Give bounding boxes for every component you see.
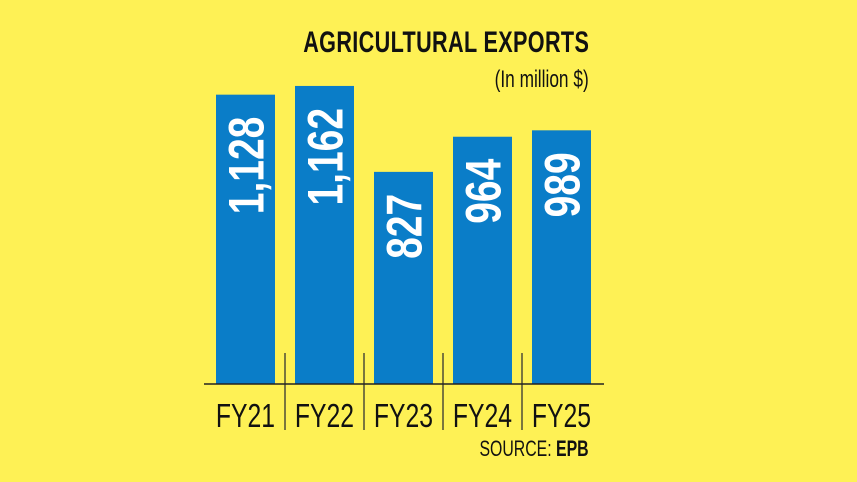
value-label-fy25: 989: [534, 152, 591, 217]
value-label-fy23: 827: [376, 194, 433, 259]
source-note: SOURCE: EPB: [480, 436, 589, 462]
bar-fy25: [532, 130, 591, 384]
bar-fy22: [295, 85, 354, 385]
source-label: SOURCE:: [479, 436, 553, 461]
x-tick-label-fy23: FY23: [374, 399, 433, 435]
bar-fy21: [216, 94, 275, 384]
value-label-fy22: 1,162: [297, 108, 354, 206]
bar-fy23: [374, 171, 433, 384]
source-name: EPB: [556, 436, 589, 461]
value-label-fy24: 964: [455, 159, 512, 224]
chart-title: AGRICULTURAL EXPORTS: [302, 26, 589, 59]
x-tick-label-fy24: FY24: [453, 399, 512, 435]
bar-fy24: [453, 136, 512, 384]
chart-subtitle: (In million $): [494, 66, 589, 93]
x-tick-label-fy25: FY25: [532, 399, 591, 435]
x-tick-label-fy21: FY21: [216, 399, 275, 435]
value-label-fy21: 1,128: [218, 117, 275, 215]
x-tick-label-fy22: FY22: [295, 399, 354, 435]
